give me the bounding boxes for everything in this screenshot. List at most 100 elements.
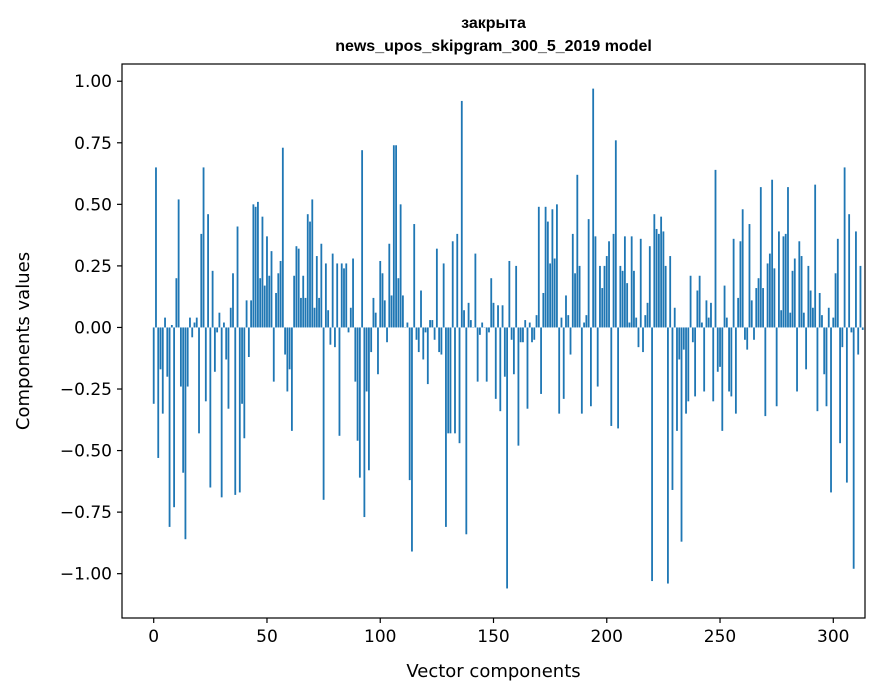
bar bbox=[252, 204, 255, 328]
bar bbox=[295, 246, 298, 328]
bar bbox=[331, 253, 334, 328]
bar bbox=[809, 290, 812, 328]
bar bbox=[569, 327, 572, 355]
bar bbox=[216, 327, 219, 333]
bar bbox=[730, 327, 733, 397]
y-tick-label: −0.25 bbox=[60, 380, 112, 400]
bar bbox=[302, 275, 305, 328]
bar bbox=[435, 248, 438, 328]
bar bbox=[587, 219, 590, 328]
bar bbox=[259, 278, 262, 328]
bar bbox=[422, 327, 425, 360]
bar bbox=[429, 320, 431, 328]
bar bbox=[657, 233, 660, 328]
bar bbox=[757, 278, 760, 328]
bar bbox=[839, 327, 841, 444]
bar bbox=[848, 214, 851, 328]
chart-subtitle: news_upos_skipgram_300_5_2019 model bbox=[335, 38, 652, 55]
bar bbox=[739, 241, 742, 328]
bar bbox=[152, 327, 155, 404]
bar bbox=[313, 307, 316, 328]
bar bbox=[397, 278, 400, 328]
bar bbox=[383, 300, 386, 328]
bar bbox=[476, 327, 479, 382]
bar bbox=[644, 315, 647, 328]
bar bbox=[236, 226, 239, 328]
bar bbox=[787, 187, 789, 328]
bar bbox=[297, 248, 300, 328]
bar bbox=[324, 263, 327, 328]
bar bbox=[540, 327, 542, 394]
bar bbox=[780, 310, 783, 328]
bar bbox=[372, 297, 375, 328]
bar bbox=[456, 233, 459, 328]
bar bbox=[610, 327, 613, 426]
bar bbox=[381, 273, 384, 328]
bar bbox=[309, 221, 311, 328]
x-axis-label: Vector components bbox=[406, 661, 580, 682]
bar bbox=[417, 327, 420, 353]
bar bbox=[479, 327, 481, 335]
bar bbox=[734, 327, 737, 414]
bar bbox=[522, 327, 524, 343]
bar bbox=[499, 327, 502, 412]
bar bbox=[492, 302, 495, 328]
bar bbox=[571, 233, 574, 328]
bar bbox=[431, 320, 434, 328]
bar bbox=[603, 265, 606, 328]
bar bbox=[485, 327, 488, 382]
bar bbox=[764, 327, 767, 417]
bar bbox=[773, 268, 776, 328]
bar bbox=[166, 327, 169, 377]
y-tick-label: −1.00 bbox=[60, 565, 112, 585]
bar bbox=[488, 327, 490, 333]
bar bbox=[433, 327, 436, 340]
bar bbox=[234, 327, 237, 495]
bar bbox=[445, 327, 447, 527]
bar bbox=[651, 327, 653, 582]
bar bbox=[705, 300, 708, 328]
bar bbox=[315, 256, 318, 328]
bar bbox=[768, 253, 771, 328]
bar bbox=[454, 327, 456, 434]
bar bbox=[420, 290, 422, 328]
bar bbox=[442, 263, 445, 328]
bar bbox=[318, 297, 320, 328]
bar bbox=[288, 327, 291, 370]
bar bbox=[395, 145, 398, 328]
bar bbox=[778, 231, 780, 328]
bar bbox=[859, 265, 862, 328]
bar bbox=[413, 224, 416, 328]
bar bbox=[370, 327, 373, 353]
bar bbox=[531, 327, 533, 343]
bar bbox=[408, 327, 411, 481]
bars bbox=[152, 88, 864, 589]
bar bbox=[825, 327, 828, 407]
bar bbox=[605, 256, 608, 328]
bar bbox=[517, 327, 520, 446]
bar bbox=[195, 317, 198, 328]
bar bbox=[648, 246, 651, 328]
bar bbox=[311, 199, 314, 328]
bar bbox=[365, 327, 368, 392]
bar bbox=[852, 327, 855, 569]
bar bbox=[189, 317, 191, 328]
y-tick-label: 0.50 bbox=[74, 195, 112, 215]
bar bbox=[723, 285, 726, 328]
bar bbox=[261, 216, 264, 328]
bar bbox=[549, 263, 552, 328]
bar bbox=[340, 263, 343, 328]
bar bbox=[526, 327, 529, 409]
bar bbox=[836, 238, 839, 328]
bar bbox=[626, 283, 629, 328]
bar bbox=[608, 241, 610, 328]
bar bbox=[406, 322, 409, 328]
bar bbox=[567, 315, 570, 328]
bar bbox=[728, 327, 730, 392]
bar bbox=[703, 327, 706, 392]
bar bbox=[512, 327, 515, 375]
bar bbox=[257, 201, 259, 328]
bar bbox=[501, 305, 504, 328]
bar bbox=[447, 327, 450, 434]
bar bbox=[755, 288, 758, 328]
